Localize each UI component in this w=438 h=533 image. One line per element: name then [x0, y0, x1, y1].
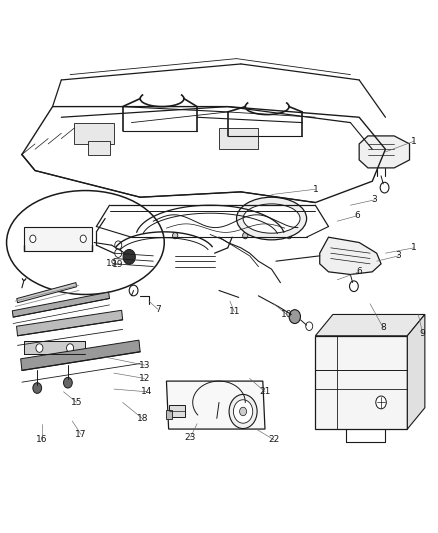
Text: 8: 8 — [380, 324, 386, 332]
Circle shape — [350, 281, 358, 292]
Circle shape — [243, 232, 248, 239]
Bar — [315, 336, 407, 429]
Polygon shape — [166, 381, 265, 429]
Circle shape — [289, 310, 300, 324]
Ellipse shape — [243, 204, 300, 233]
Circle shape — [64, 377, 72, 388]
Circle shape — [229, 394, 257, 429]
Bar — [88, 141, 110, 155]
Polygon shape — [315, 314, 425, 336]
Circle shape — [33, 383, 42, 393]
Polygon shape — [17, 310, 123, 336]
Text: 17: 17 — [75, 430, 87, 439]
Circle shape — [67, 344, 74, 352]
Text: 15: 15 — [71, 398, 82, 407]
Bar — [24, 341, 85, 354]
Text: 12: 12 — [139, 374, 150, 383]
Text: 16: 16 — [36, 435, 47, 444]
Text: 11: 11 — [229, 308, 240, 316]
Circle shape — [233, 400, 253, 423]
Polygon shape — [359, 136, 410, 168]
Bar — [74, 123, 114, 144]
Circle shape — [123, 249, 135, 264]
Ellipse shape — [7, 191, 164, 294]
Circle shape — [115, 241, 122, 249]
Polygon shape — [21, 340, 140, 370]
Text: 7: 7 — [155, 305, 161, 313]
Polygon shape — [320, 237, 381, 274]
Circle shape — [173, 232, 178, 239]
Text: 3: 3 — [396, 252, 402, 260]
Text: 6: 6 — [354, 212, 360, 220]
Bar — [219, 128, 258, 149]
Polygon shape — [17, 282, 77, 303]
Text: 1: 1 — [312, 185, 318, 193]
Text: 6: 6 — [356, 268, 362, 276]
Text: 9: 9 — [420, 329, 426, 337]
Text: 13: 13 — [139, 361, 150, 369]
Circle shape — [129, 285, 138, 296]
Text: 3: 3 — [371, 196, 378, 204]
Circle shape — [286, 232, 292, 239]
Polygon shape — [407, 314, 425, 429]
Polygon shape — [12, 292, 110, 317]
Bar — [24, 227, 92, 251]
Circle shape — [80, 235, 86, 243]
Circle shape — [380, 182, 389, 193]
Text: 23: 23 — [185, 433, 196, 441]
Circle shape — [36, 344, 43, 352]
Text: 1: 1 — [411, 244, 417, 252]
Text: 10: 10 — [281, 310, 293, 319]
Circle shape — [240, 407, 247, 416]
Text: 19: 19 — [106, 260, 117, 268]
Circle shape — [129, 232, 134, 239]
Text: 19: 19 — [112, 261, 123, 269]
Text: 22: 22 — [268, 435, 279, 444]
Circle shape — [376, 396, 386, 409]
Circle shape — [115, 249, 122, 257]
Circle shape — [306, 322, 313, 330]
Text: 18: 18 — [137, 414, 148, 423]
Ellipse shape — [237, 197, 307, 240]
Circle shape — [30, 235, 36, 243]
Text: 21: 21 — [259, 387, 271, 396]
Bar — [166, 410, 172, 419]
Text: 14: 14 — [141, 387, 152, 396]
Bar — [169, 405, 185, 417]
Text: 1: 1 — [411, 137, 417, 146]
